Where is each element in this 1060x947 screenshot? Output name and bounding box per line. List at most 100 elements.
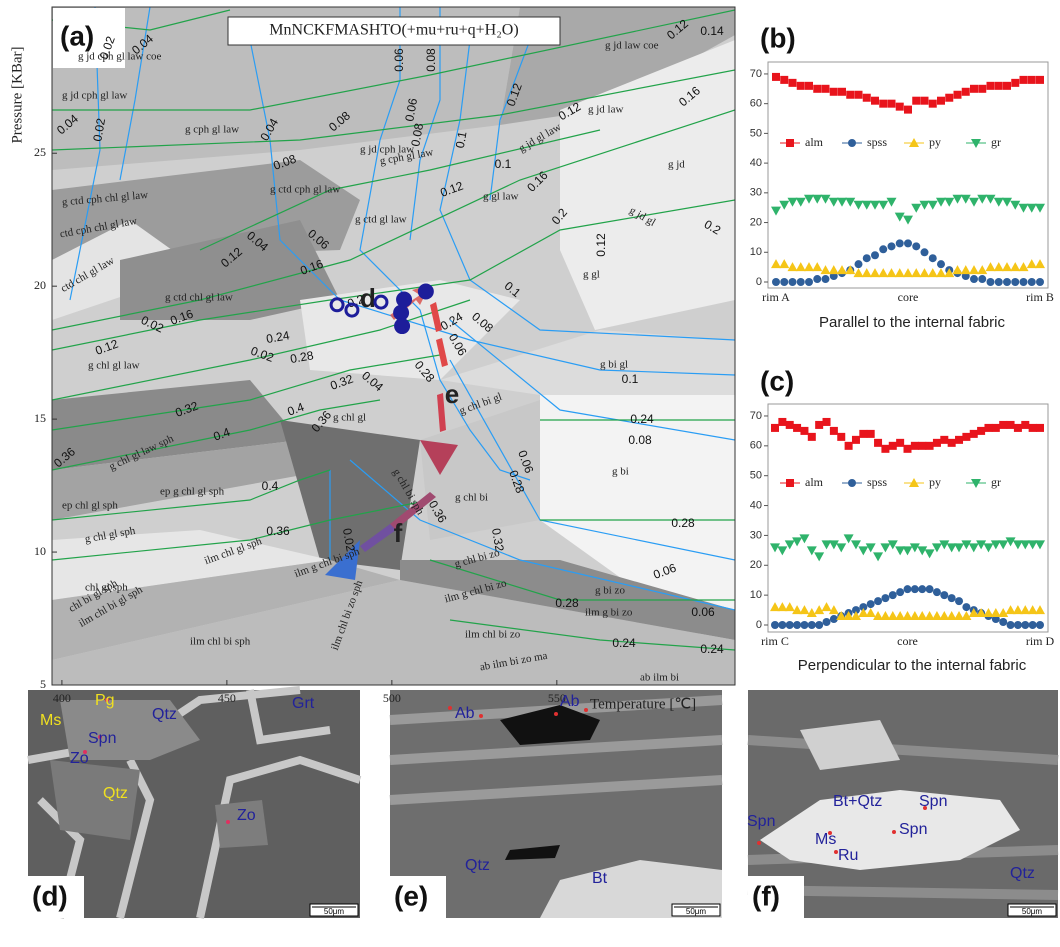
- marker: [871, 251, 879, 259]
- marker: [808, 433, 816, 441]
- marker: [999, 618, 1007, 626]
- mineral-label: Zo: [237, 807, 256, 824]
- path-label: d: [360, 283, 376, 313]
- marker: [855, 91, 863, 99]
- marker: [805, 278, 813, 286]
- marker: [813, 275, 821, 283]
- filled-point: [394, 318, 410, 334]
- mineral-label: Qtz: [103, 785, 128, 802]
- marker: [855, 260, 863, 268]
- field-label: ep chl gl sph: [62, 500, 118, 512]
- y-tick-label: 20: [750, 216, 762, 228]
- field-label: g chl gl law: [88, 360, 140, 372]
- marker: [962, 603, 970, 611]
- field-label: g jd cph gl law: [62, 90, 127, 102]
- marker: [995, 278, 1003, 286]
- figure: g jd cph gl law coeg jd law coeg jd cph …: [0, 0, 1060, 947]
- isopleth-label: 0.24: [630, 412, 654, 426]
- caption: Parallel to the internal fabric: [819, 314, 1005, 331]
- marker: [904, 106, 912, 114]
- y-tick-label: 60: [750, 440, 762, 452]
- marker: [889, 591, 897, 599]
- field-label: g jd law: [588, 104, 623, 116]
- marker: [1003, 278, 1011, 286]
- marker: [987, 82, 995, 90]
- marker: [933, 439, 941, 447]
- y-tick-label: 20: [34, 278, 46, 292]
- y-tick-label: 60: [750, 98, 762, 110]
- scale-label: 50μm: [1022, 907, 1043, 916]
- x-tick-label: 450: [218, 691, 236, 705]
- field-label: g chl bi: [455, 492, 488, 504]
- marker: [852, 436, 860, 444]
- scale-label: 50μm: [686, 907, 707, 916]
- mineral-label: Spn: [747, 813, 775, 830]
- field-label: g jd law coe: [605, 40, 659, 52]
- marker: [1036, 278, 1044, 286]
- filled-point: [396, 291, 412, 307]
- marker: [813, 85, 821, 93]
- marker: [1020, 76, 1028, 84]
- marker: [970, 275, 978, 283]
- mineral-label: Zo: [70, 750, 89, 767]
- marker: [970, 85, 978, 93]
- mineral-label: Spn: [899, 821, 927, 838]
- field-label: g cph gl law: [185, 124, 239, 136]
- marker: [859, 430, 867, 438]
- x-tick-label: 400: [53, 691, 71, 705]
- mineral-label: Ru: [838, 847, 858, 864]
- legend-label: py: [929, 475, 941, 489]
- marker: [911, 442, 919, 450]
- marker: [970, 430, 978, 438]
- y-tick-label: 50: [750, 470, 762, 482]
- marker: [778, 621, 786, 629]
- y-tick-label: 40: [750, 499, 762, 511]
- marker: [1014, 424, 1022, 432]
- marker: [912, 97, 920, 105]
- marker: [874, 597, 882, 605]
- legend-marker: [786, 479, 794, 487]
- legend-label: spss: [867, 475, 887, 489]
- y-tick-label: 20: [750, 559, 762, 571]
- isopleth-label: 0.06: [392, 48, 406, 72]
- x-tick-label: rim B: [1026, 290, 1054, 304]
- isopleth-label: 0.08: [424, 48, 438, 72]
- marker: [945, 94, 953, 102]
- marker: [940, 436, 948, 444]
- marker: [881, 445, 889, 453]
- marker: [863, 254, 871, 262]
- marker: [929, 254, 937, 262]
- marker: [881, 594, 889, 602]
- marker: [797, 278, 805, 286]
- legend-label: spss: [867, 135, 887, 149]
- y-tick-label: 40: [750, 157, 762, 169]
- y-tick-label: 70: [750, 410, 762, 422]
- field-label: g gl law: [483, 191, 518, 203]
- marker: [863, 94, 871, 102]
- marker: [984, 424, 992, 432]
- y-axis-title: Pressure [KBar]: [9, 46, 25, 143]
- y-tick-label: 30: [750, 529, 762, 541]
- legend-marker: [848, 139, 856, 147]
- marker: [1036, 76, 1044, 84]
- panel-label: (f): [752, 880, 780, 911]
- mineral-label: Bt: [592, 870, 608, 887]
- field-label: ab ilm bi: [640, 672, 679, 684]
- field-label: g chl gl: [333, 412, 366, 424]
- x-tick-label: rim D: [1026, 634, 1055, 648]
- marker: [1028, 76, 1036, 84]
- marker: [987, 278, 995, 286]
- field-label: g ctd gl law: [355, 214, 407, 226]
- marker: [896, 103, 904, 111]
- scale-label: 50μm: [324, 907, 345, 916]
- plot-frame: [768, 62, 1048, 288]
- marker: [978, 85, 986, 93]
- isopleth-label: 0.24: [612, 636, 636, 650]
- marker: [888, 100, 896, 108]
- marker: [918, 442, 926, 450]
- marker: [992, 424, 1000, 432]
- marker: [912, 242, 920, 250]
- marker: [896, 588, 904, 596]
- field-label: ilm g bi zo: [585, 607, 633, 619]
- marker: [1036, 621, 1044, 629]
